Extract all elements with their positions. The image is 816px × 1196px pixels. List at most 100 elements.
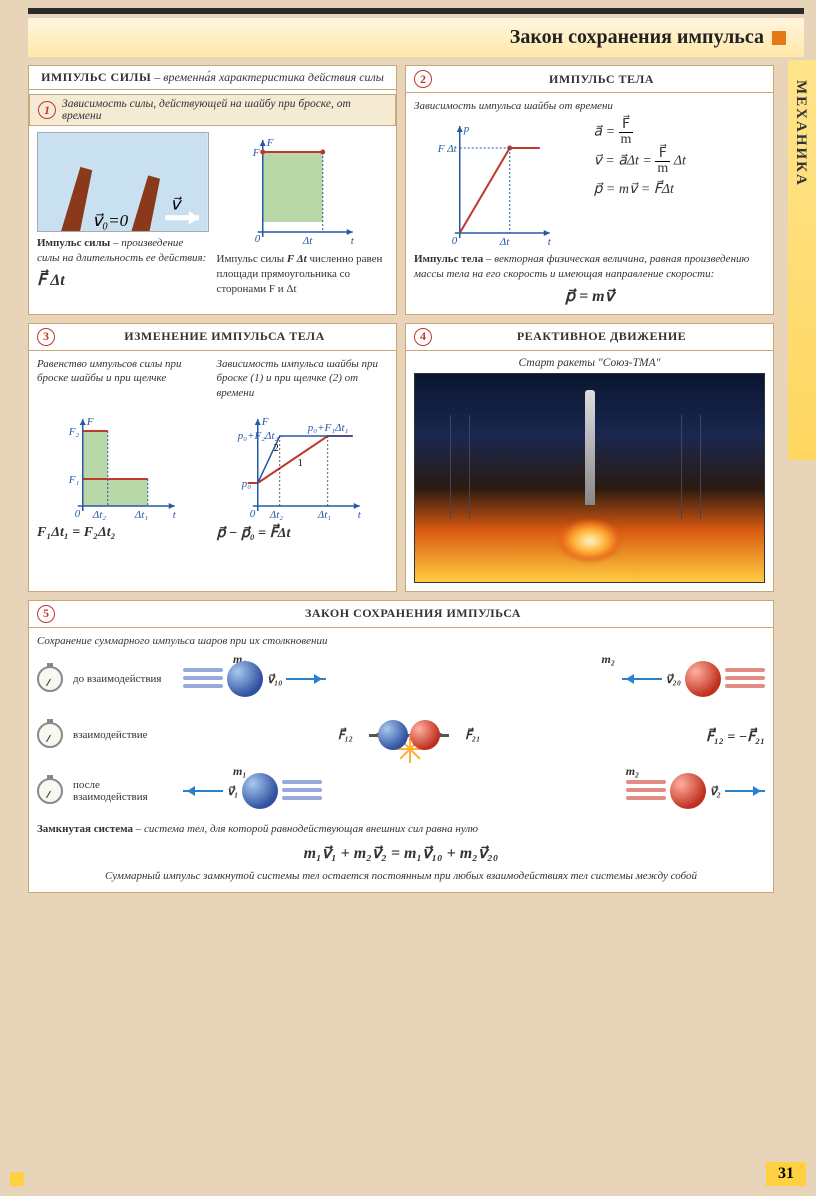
stopwatch-icon — [37, 666, 63, 692]
svg-text:Δt: Δt — [301, 235, 312, 247]
panel3-chart-left: F₂ F₁ F 0 Δt₂ Δt₁ t — [37, 411, 209, 521]
arrow-right-icon — [286, 678, 326, 680]
panel5-closed-def: Замкнутая система – система тел, для кот… — [37, 822, 765, 837]
panel2-def: Импульс тела – векторная физическая вели… — [414, 252, 765, 282]
hockey-svg: v⃗ v⃗₀=0 F⃗ — [38, 133, 208, 232]
rocket-launch-image — [414, 373, 765, 583]
panel1-left-formula: F⃗ Δt — [37, 270, 209, 290]
svg-text:Δt₂: Δt₂ — [92, 509, 107, 521]
panel2-chart: p F Δt 0 Δt t — [414, 118, 586, 248]
circle-4-icon: 4 — [414, 328, 432, 346]
collision-row-before: до взаимодействия m₁ v⃗₁₀ v⃗₂₀ m — [37, 654, 765, 704]
svg-text:t: t — [548, 236, 552, 248]
svg-text:F: F — [260, 416, 268, 428]
panel2-eq3: p⃗ = mv⃗ = F⃗Δt — [594, 176, 766, 204]
panel2-def-formula: p⃗ = mv⃗ — [414, 286, 765, 306]
svg-text:p₀+F₁Δt₁: p₀+F₁Δt₁ — [306, 422, 348, 434]
panel4-caption: Старт ракеты "Союз-ТМА" — [414, 357, 765, 369]
trail-red-icon — [626, 776, 666, 806]
panel3-chart-right: p₀ p₀+F₂Δt₂ p₀+F₁Δt₁ 1 2 F 0 Δt₂ Δt₁ t — [217, 411, 389, 521]
panel1-subtext: Зависимость силы, действующей на шайбу п… — [62, 98, 387, 122]
panel1-title-italic: – временна́я характеристика действия сил… — [151, 70, 384, 84]
trail-blue-icon — [183, 664, 223, 694]
side-tab-label: МЕХАНИКА — [788, 60, 813, 207]
panel3-cap-left: Равенство импульсов силы при броске шайб… — [37, 357, 209, 411]
panel3-head: 3 ИЗМЕНЕНИЕ ИМПУЛЬСА ТЕЛА — [29, 324, 396, 351]
circle-2-icon: 2 — [414, 70, 432, 88]
svg-text:v⃗₀=0: v⃗₀=0 — [92, 211, 128, 230]
panel2-head: 2 ИМПУЛЬС ТЕЛА — [406, 66, 773, 93]
panel-conservation-law: 5 ЗАКОН СОХРАНЕНИЯ ИМПУЛЬСА Сохранение с… — [28, 600, 774, 894]
svg-text:Δt₁: Δt₁ — [134, 509, 149, 521]
ball-blue-icon — [227, 661, 263, 697]
svg-text:0: 0 — [249, 508, 255, 520]
panel-change-impulse: 3 ИЗМЕНЕНИЕ ИМПУЛЬСА ТЕЛА Равенство импу… — [28, 323, 397, 592]
panel5-summary: Суммарный импульс замкнутой системы тел … — [37, 869, 765, 884]
panel2-title: ИМПУЛЬС ТЕЛА — [549, 72, 654, 86]
circle-1-icon: 1 — [38, 101, 56, 119]
panel1-head: ИМПУЛЬС СИЛЫ – временна́я характеристика… — [29, 66, 396, 90]
title-bar: Закон сохранения импульса — [28, 18, 804, 57]
panel-impulse-force: ИМПУЛЬС СИЛЫ – временна́я характеристика… — [28, 65, 397, 315]
corner-square-icon — [10, 1172, 24, 1186]
collision-row-during: взаимодействие F⃗₁₂ F⃗₂₁ — [37, 710, 765, 760]
panel5-force-eq: F⃗₁₂ = −F⃗₂₁ — [645, 729, 765, 746]
panel1-left-caption: Импульс силы – произведение силы на длит… — [37, 236, 209, 266]
stopwatch-icon — [37, 778, 63, 804]
hockey-stick-figure: v⃗ v⃗₀=0 F⃗ — [37, 132, 209, 232]
panel1-chart: F F 0 Δt t — [217, 132, 389, 252]
trail-blue-icon — [282, 776, 322, 806]
svg-text:t: t — [357, 509, 361, 521]
panel5-main-eq: m₁v⃗₁ + m₂v⃗₂ = m₁v⃗₁₀ + m₂v⃗₂₀ — [37, 843, 765, 863]
content-grid: ИМПУЛЬС СИЛЫ – временна́я характеристика… — [28, 65, 774, 893]
trail-red-icon — [725, 664, 765, 694]
ball-red-icon — [670, 773, 706, 809]
svg-text:F: F — [86, 416, 94, 428]
panel4-head: 4 РЕАКТИВНОЕ ДВИЖЕНИЕ — [406, 324, 773, 351]
svg-text:F₁: F₁ — [68, 474, 80, 486]
svg-text:F: F — [265, 137, 273, 149]
panel3-eq-left: F₁Δt₁ = F₂Δt₂ — [37, 525, 209, 541]
arrow-left-icon — [183, 790, 223, 792]
svg-text:Δt: Δt — [499, 236, 510, 248]
panel1-title-bold: ИМПУЛЬС СИЛЫ — [41, 70, 151, 84]
phase2-label: взаимодействие — [73, 729, 173, 741]
svg-text:0: 0 — [452, 235, 458, 247]
svg-text:p₀+F₂Δt₂: p₀+F₂Δt₂ — [236, 430, 278, 442]
page: Закон сохранения импульса МЕХАНИКА ИМПУЛ… — [0, 0, 816, 1196]
panel1-subbar: 1 Зависимость силы, действующей на шайбу… — [29, 94, 396, 126]
phase1-label: до взаимодействия — [73, 673, 173, 685]
arrow-left-icon — [622, 678, 662, 680]
side-tab: МЕХАНИКА — [788, 60, 816, 460]
svg-text:p₀: p₀ — [240, 478, 251, 490]
phase3-label: после взаимодействия — [73, 779, 173, 803]
collision-icon — [374, 717, 444, 753]
title-square-icon — [772, 31, 786, 45]
svg-text:p: p — [463, 123, 470, 135]
circle-5-icon: 5 — [37, 605, 55, 623]
svg-text:t: t — [173, 509, 177, 521]
ball-blue-icon — [242, 773, 278, 809]
svg-text:F₂: F₂ — [68, 426, 80, 438]
ball-red-icon — [685, 661, 721, 697]
panel5-title: ЗАКОН СОХРАНЕНИЯ ИМПУЛЬСА — [305, 606, 521, 620]
top-bar — [28, 8, 804, 14]
svg-text:2: 2 — [273, 443, 278, 454]
stopwatch-icon — [37, 722, 63, 748]
page-number: 31 — [766, 1162, 806, 1186]
panel2-subtext: Зависимость импульса шайбы от времени — [414, 99, 765, 114]
panel3-cap-right: Зависимость импульса шайбы при броске (1… — [217, 357, 389, 411]
panel-reactive-motion: 4 РЕАКТИВНОЕ ДВИЖЕНИЕ Старт ракеты "Союз… — [405, 323, 774, 592]
panel5-caption: Сохранение суммарного импульса шаров при… — [37, 634, 765, 649]
panel3-title: ИЗМЕНЕНИЕ ИМПУЛЬСА ТЕЛА — [124, 329, 325, 343]
panel5-head: 5 ЗАКОН СОХРАНЕНИЯ ИМПУЛЬСА — [29, 601, 773, 628]
panel3-eq-right: p⃗ − p⃗₀ = F⃗Δt — [217, 525, 389, 542]
panel1-right-text: Импульс силы F Δt численно равен площади… — [217, 252, 389, 297]
svg-text:Δt₁: Δt₁ — [316, 509, 331, 521]
panel4-title: РЕАКТИВНОЕ ДВИЖЕНИЕ — [517, 329, 686, 343]
svg-text:0: 0 — [75, 508, 81, 520]
svg-text:F Δt: F Δt — [437, 143, 458, 155]
panel2-eq1: a⃗ = F⃗m — [594, 118, 766, 147]
circle-3-icon: 3 — [37, 328, 55, 346]
collision-row-after: после взаимодействия v⃗₁ m₁ m₂ v⃗₂ — [37, 766, 765, 816]
